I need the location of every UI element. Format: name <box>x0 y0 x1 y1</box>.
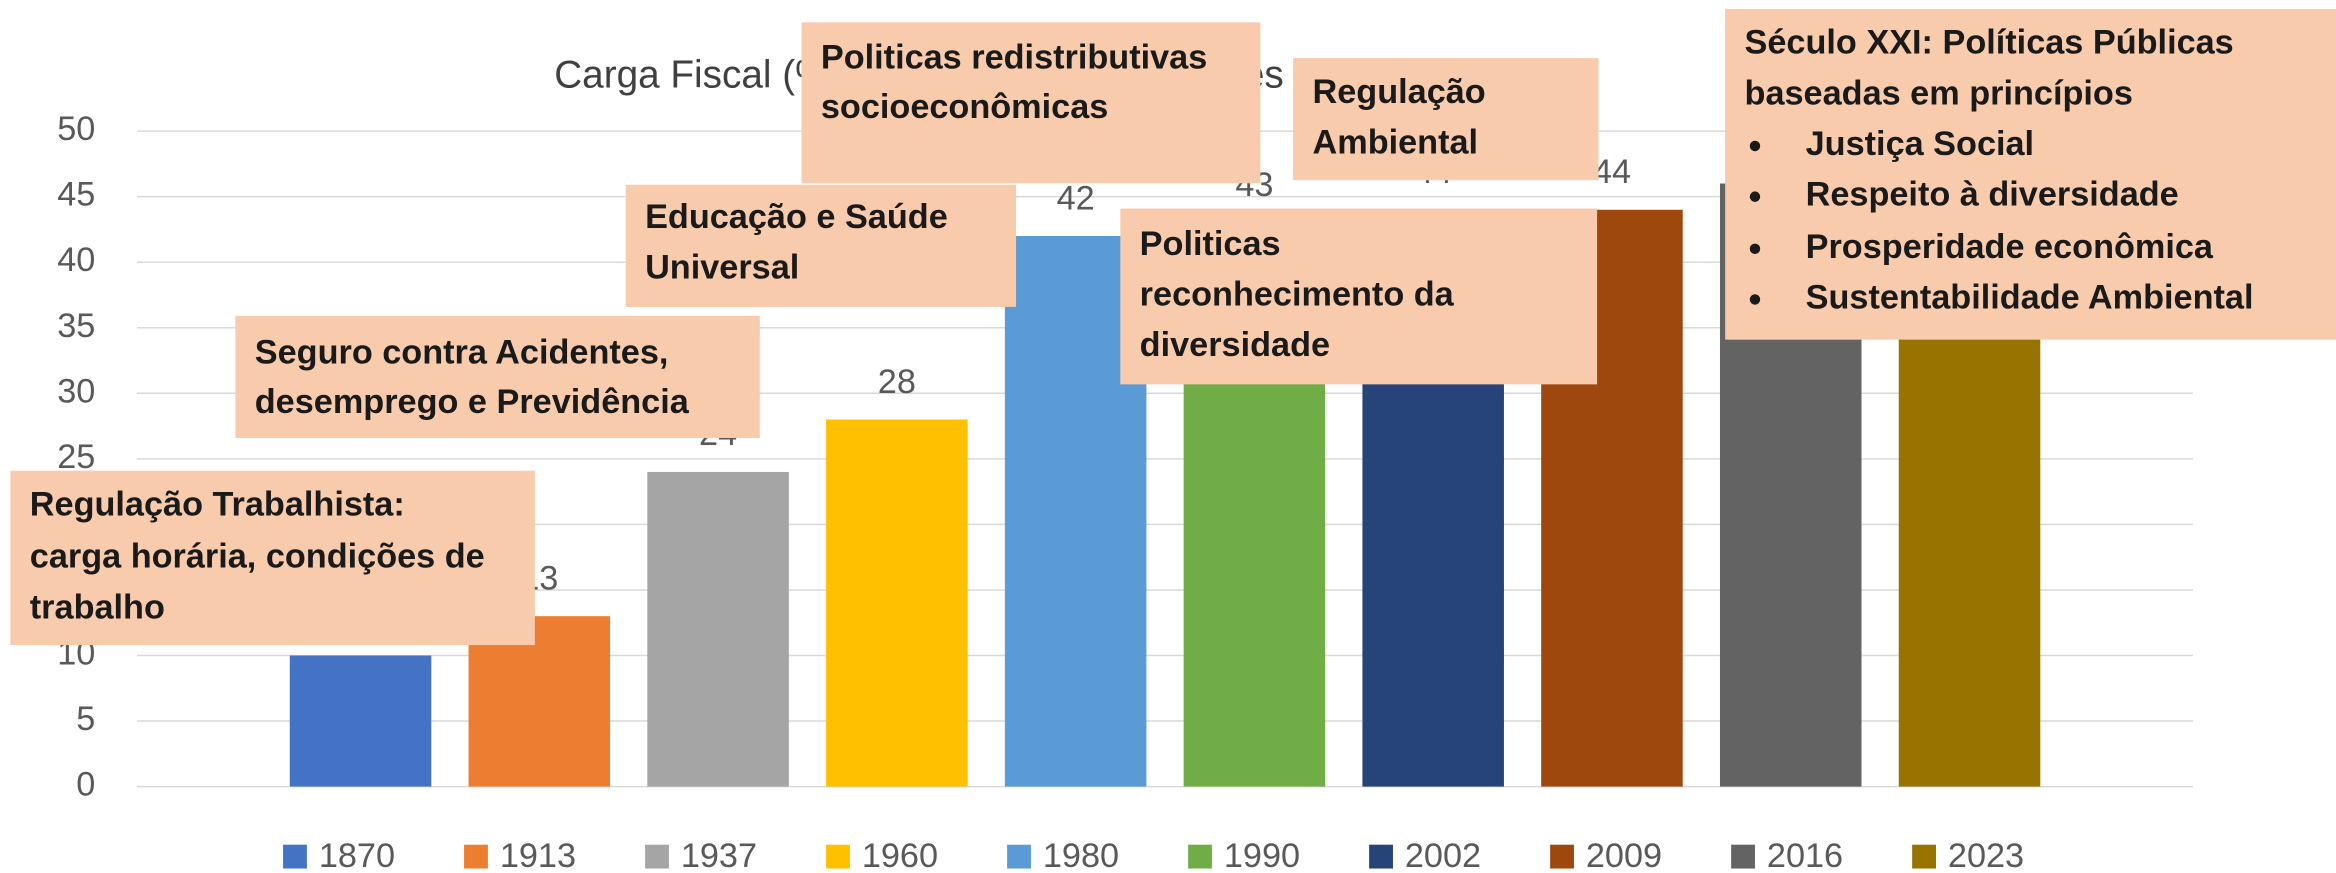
annotation-text: Politicas redistributivas <box>821 39 1207 77</box>
annotation-text: trabalho <box>30 588 165 626</box>
annotation-box <box>1293 58 1599 181</box>
annotation-text: socioeconômicas <box>821 88 1108 126</box>
y-tick-label: 50 <box>57 110 95 148</box>
legend-swatch <box>1369 844 1393 869</box>
legend-swatch <box>1188 844 1212 869</box>
annotation-text: Universal <box>645 249 799 287</box>
bullet <box>1749 140 1761 152</box>
y-tick-label: 45 <box>57 176 95 214</box>
data-label: 28 <box>878 363 916 401</box>
legend-label: 1913 <box>500 837 576 873</box>
annotation-item: Respeito à diversidade <box>1806 176 2179 214</box>
annotation-box <box>1120 208 1598 385</box>
annotation-text: Regulação <box>1313 73 1486 111</box>
bullet <box>1749 191 1761 202</box>
annotation-text: diversidade <box>1140 326 1330 364</box>
legend-label: 2009 <box>1586 837 1662 873</box>
annotation-text: Politicas <box>1140 225 1281 263</box>
annotation-box <box>801 22 1261 184</box>
y-tick-label: 30 <box>57 372 95 410</box>
annotation-text: Seguro contra Acidentes, <box>255 334 669 372</box>
annotation-item: Prosperidade econômica <box>1806 228 2214 266</box>
annotation-text: Educação e Saúde <box>645 198 948 236</box>
legend-swatch <box>826 844 850 869</box>
legend-label: 1870 <box>319 837 395 873</box>
y-tick-label: 5 <box>76 700 95 738</box>
legend-swatch <box>1007 844 1031 869</box>
legend-swatch <box>645 844 669 869</box>
annotation-box <box>625 184 1017 307</box>
legend-swatch <box>283 844 307 869</box>
legend-label: 2023 <box>1948 837 2024 873</box>
annotation-text: baseadas em princípios <box>1745 74 2133 112</box>
y-tick-label: 0 <box>76 766 95 804</box>
data-label: 44 <box>1593 153 1631 191</box>
data-label: 42 <box>1057 179 1095 217</box>
bar <box>289 655 432 787</box>
legend-swatch <box>1731 844 1755 869</box>
legend-label: 1980 <box>1043 837 1119 873</box>
legend-label: 1960 <box>862 837 938 873</box>
annotation-box <box>10 470 535 646</box>
annotation-text: Regulação Trabalhista: <box>30 486 405 524</box>
legend-swatch <box>1550 844 1574 869</box>
y-tick-label: 40 <box>57 241 95 279</box>
annotation-box <box>1725 8 2336 340</box>
annotation-text: Ambiental <box>1313 124 1479 162</box>
legend-swatch <box>464 844 488 869</box>
annotation-box <box>235 315 760 438</box>
y-tick-label: 25 <box>57 438 95 476</box>
bar <box>826 419 968 787</box>
annotation-item: Sustentabilidade Ambiental <box>1806 278 2254 316</box>
legend-label: 2002 <box>1405 837 1481 873</box>
legend-label: 2016 <box>1767 837 1843 873</box>
annotation-text: desemprego e Previdência <box>255 383 690 421</box>
legend-label: 1937 <box>681 837 757 873</box>
y-tick-label: 35 <box>57 307 95 345</box>
annotation-item: Justiça Social <box>1806 125 2034 163</box>
annotation-text: Século XXI: Políticas Públicas <box>1745 24 2234 62</box>
bullet <box>1749 243 1761 255</box>
bullet <box>1749 294 1761 305</box>
legend-label: 1990 <box>1224 837 1300 873</box>
annotation-text: carga horária, condições de <box>30 538 485 576</box>
legend-swatch <box>1912 844 1936 869</box>
annotation-text: reconhecimento da <box>1140 276 1455 314</box>
bar <box>647 471 789 787</box>
